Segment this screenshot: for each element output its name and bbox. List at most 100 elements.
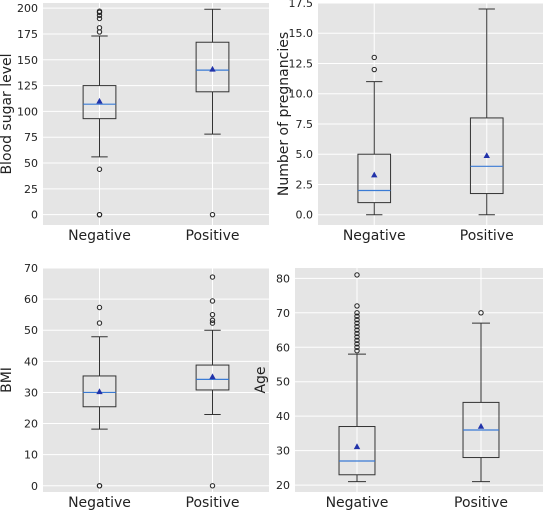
mean-marker xyxy=(96,388,103,395)
box-positive xyxy=(469,8,504,216)
iqr-box xyxy=(195,41,230,93)
y-tick-label: 50 xyxy=(24,324,38,337)
y-tick-label: 30 xyxy=(276,445,290,458)
mean-marker xyxy=(477,422,485,429)
y-tick-label: 40 xyxy=(276,410,290,423)
subplot-4: 20 30 40 50 60 70 80 Negative Positive Age xyxy=(253,268,543,511)
x-category-label: Negative xyxy=(68,228,131,244)
y-tick-label: 25 xyxy=(24,183,38,196)
outlier-point xyxy=(354,310,360,316)
x-category-label: Negative xyxy=(326,495,389,511)
y-axis-label: Age xyxy=(253,366,269,393)
outlier-point xyxy=(354,272,360,278)
mean-marker xyxy=(371,171,378,178)
outlier-point xyxy=(96,320,103,326)
outlier-point xyxy=(354,330,360,337)
outlier-point xyxy=(371,66,377,73)
outlier-point xyxy=(354,327,360,333)
box-positive xyxy=(462,310,500,483)
y-tick-label: 15.0 xyxy=(289,27,314,40)
iqr-box xyxy=(195,364,230,391)
mean-marker xyxy=(209,373,216,380)
y-tick-label: 75 xyxy=(24,131,38,144)
y-tick-label: 70 xyxy=(24,262,38,275)
plot-area xyxy=(295,268,543,492)
box-positive xyxy=(195,8,230,218)
x-category-label: Positive xyxy=(454,495,508,511)
x-category-label: Negative xyxy=(68,495,131,511)
outlier-point xyxy=(354,337,360,344)
y-tick-label: 150 xyxy=(17,54,38,67)
mean-marker xyxy=(209,65,216,72)
y-tick-label: 40 xyxy=(24,355,38,368)
mean-marker xyxy=(96,97,103,104)
outlier-point xyxy=(354,303,360,309)
y-tick-label: 0 xyxy=(31,209,38,222)
y-tick-label: 12.5 xyxy=(289,57,314,70)
y-tick-label: 30 xyxy=(24,386,38,399)
plot-area xyxy=(43,3,269,225)
box-negative xyxy=(338,272,376,483)
y-tick-label: 175 xyxy=(17,28,38,41)
outlier-point xyxy=(209,317,216,323)
y-tick-label: 5.0 xyxy=(296,148,314,161)
y-tick-label: 80 xyxy=(276,272,290,285)
y-tick-label: 50 xyxy=(276,376,290,389)
y-axis-label: Blood sugar level xyxy=(0,53,15,174)
y-tick-label: 60 xyxy=(276,341,290,354)
outlier-point xyxy=(478,310,484,316)
y-tick-label: 7.5 xyxy=(296,118,314,131)
outlier-point xyxy=(209,311,216,318)
y-tick-label: 100 xyxy=(17,105,38,118)
y-tick-label: 125 xyxy=(17,80,38,93)
y-tick-label: 17.5 xyxy=(289,0,314,10)
y-tick-label: 10 xyxy=(24,449,38,462)
iqr-box xyxy=(82,375,117,408)
outlier-point xyxy=(371,54,377,61)
outlier-point xyxy=(354,320,360,326)
iqr-box xyxy=(338,426,376,476)
iqr-box xyxy=(469,117,504,195)
outlier-point xyxy=(354,334,360,340)
subplot-3: 0 10 20 30 40 50 60 70 Negative Positive BMI xyxy=(0,262,269,511)
y-tick-label: 200 xyxy=(17,2,38,15)
plot-area xyxy=(318,3,543,225)
subplot-2: 0.0 2.5 5.0 7.5 10.0 12.5 15.0 17.5 Negative Posi… xyxy=(276,0,543,244)
outlier-point xyxy=(354,344,360,350)
x-category-label: Negative xyxy=(343,228,406,244)
subplot-1: 0 25 50 75 100 125 150 175 200 Negative Positive Bl… xyxy=(0,2,269,244)
y-tick-label: 0.0 xyxy=(296,209,314,222)
y-axis-label: BMI xyxy=(0,367,15,393)
y-tick-label: 0 xyxy=(31,480,38,493)
outlier-point xyxy=(209,320,216,326)
y-tick-label: 60 xyxy=(24,293,38,306)
outlier-point xyxy=(96,483,103,489)
outlier-point xyxy=(209,274,216,280)
outlier-point xyxy=(209,483,216,489)
box-negative xyxy=(82,8,117,218)
box-negative xyxy=(357,54,392,216)
outlier-point xyxy=(96,25,103,31)
outlier-point xyxy=(96,211,103,218)
outlier-point xyxy=(209,298,216,304)
y-tick-label: 50 xyxy=(24,157,38,170)
y-tick-label: 10.0 xyxy=(289,88,314,101)
outlier-point xyxy=(209,211,216,218)
outlier-point xyxy=(354,341,360,347)
mean-marker xyxy=(353,443,361,450)
y-tick-label: 20 xyxy=(276,479,290,492)
iqr-box xyxy=(82,85,117,120)
outlier-point xyxy=(96,8,103,14)
y-tick-label: 2.5 xyxy=(296,178,314,191)
outlier-point xyxy=(354,313,360,319)
outlier-point xyxy=(354,323,360,330)
x-category-label: Positive xyxy=(186,495,240,511)
x-category-label: Positive xyxy=(186,228,240,244)
y-tick-label: 20 xyxy=(24,418,38,431)
outlier-point xyxy=(96,15,103,22)
box-negative xyxy=(82,304,117,489)
outlier-point xyxy=(96,304,103,311)
iqr-box xyxy=(357,153,392,204)
outlier-point xyxy=(354,348,360,354)
